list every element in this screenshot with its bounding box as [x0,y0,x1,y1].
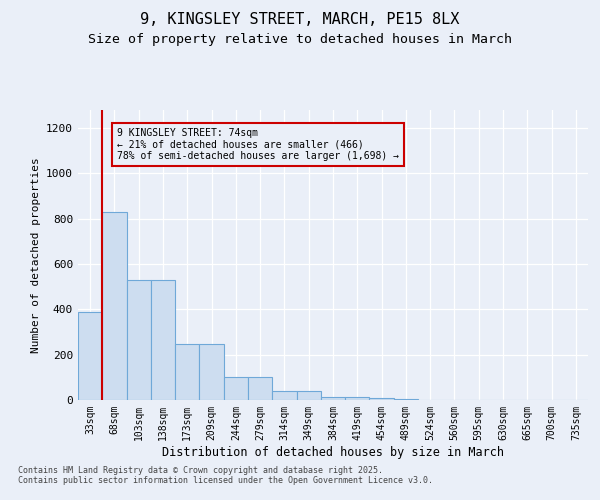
Bar [151,280,175,400]
Bar [102,212,127,400]
Bar [78,312,102,400]
Text: Contains HM Land Registry data © Crown copyright and database right 2025.
Contai: Contains HM Land Registry data © Crown c… [18,466,433,485]
Bar [127,280,151,400]
X-axis label: Distribution of detached houses by size in March: Distribution of detached houses by size … [162,446,504,458]
Text: Size of property relative to detached houses in March: Size of property relative to detached ho… [88,32,512,46]
Bar [199,344,224,400]
Bar [272,391,296,400]
Bar [394,399,418,400]
Bar [248,378,272,400]
Y-axis label: Number of detached properties: Number of detached properties [31,157,41,353]
Bar [345,396,370,400]
Bar [175,344,199,400]
Text: 9, KINGSLEY STREET, MARCH, PE15 8LX: 9, KINGSLEY STREET, MARCH, PE15 8LX [140,12,460,28]
Text: 9 KINGSLEY STREET: 74sqm
← 21% of detached houses are smaller (466)
78% of semi-: 9 KINGSLEY STREET: 74sqm ← 21% of detach… [117,128,399,162]
Bar [224,378,248,400]
Bar [296,391,321,400]
Bar [321,396,345,400]
Bar [370,398,394,400]
